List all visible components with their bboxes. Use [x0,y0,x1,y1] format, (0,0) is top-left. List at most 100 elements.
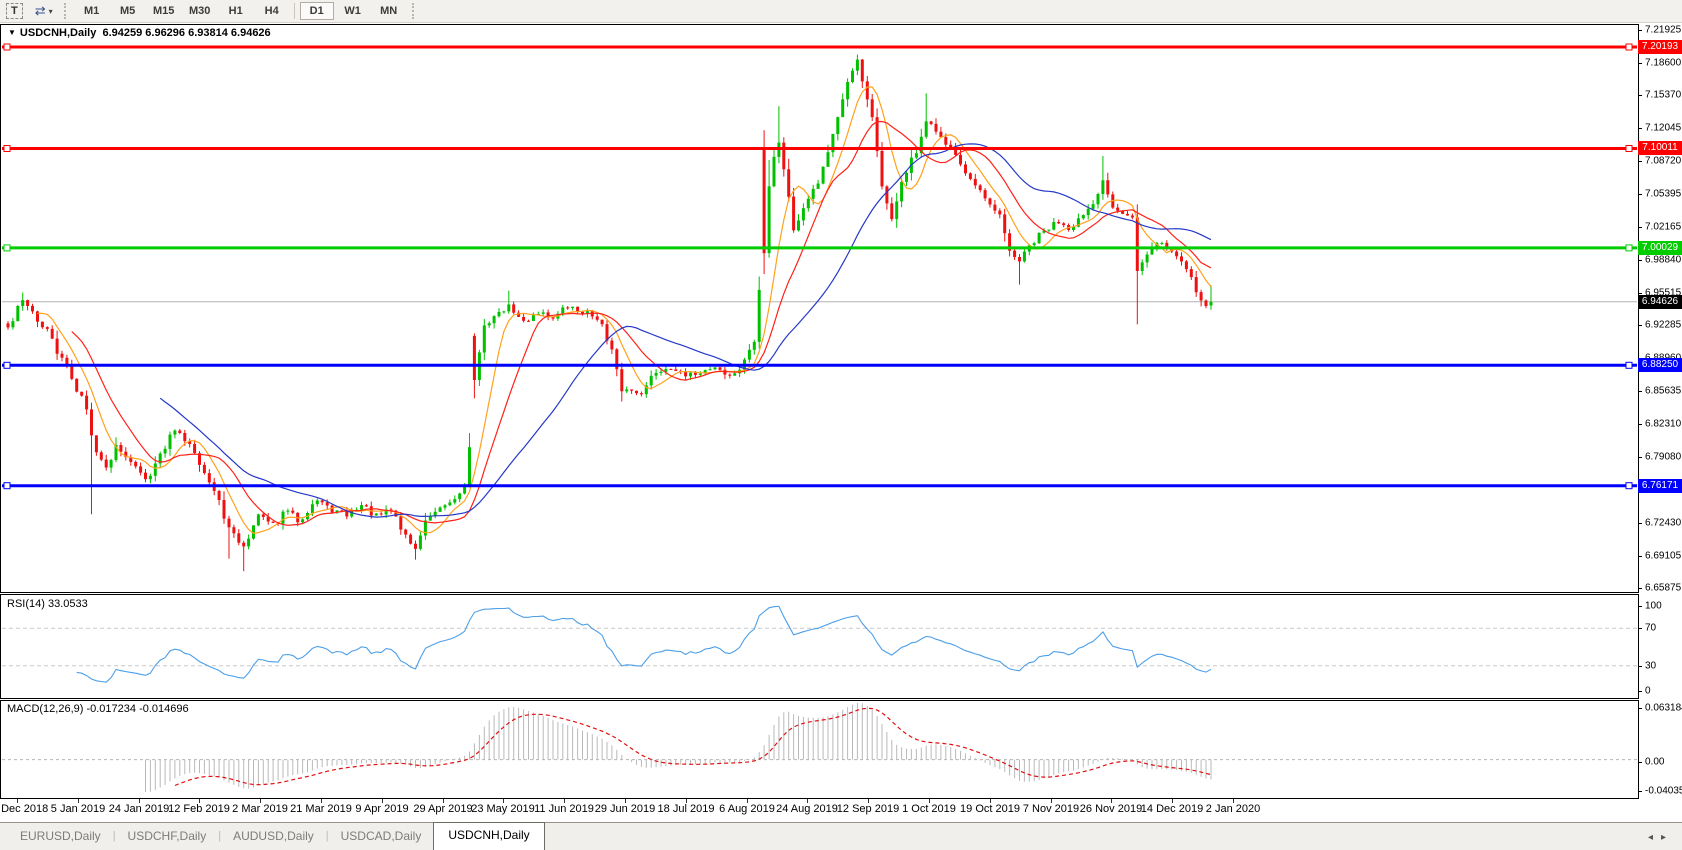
macd-tick-label: 0.063184 [1645,702,1682,714]
price-panel [0,24,1639,593]
price-tick-label-tick [1638,128,1642,129]
date-tick [139,799,140,803]
price-tick-label-tick [1638,161,1642,162]
tab-usdcnh[interactable]: USDCNH,Daily [433,822,545,850]
macd-label: MACD(12,26,9) -0.017234 -0.014696 [7,703,189,715]
price-tick-label: 6.98840 [1645,254,1682,266]
rsi-tick-label-tick [1638,606,1642,607]
hline-handle[interactable] [3,482,11,490]
hline-handle[interactable] [1625,244,1633,252]
hline-handle[interactable] [3,244,11,252]
rsi-plot[interactable] [0,594,1639,699]
chart-title: ▼ USDCNH,Daily 6.94259 6.96296 6.93814 6.… [8,27,271,39]
tab-usdchf[interactable]: USDCHF,Daily [127,829,207,843]
toolbar-grip [63,3,69,19]
timeframe-button-h4[interactable]: H4 [264,5,279,17]
tab-audusd[interactable]: AUDUSD,Daily [233,829,314,843]
date-tick [503,799,504,803]
date-label: 5 Jan 2019 [50,803,106,815]
price-tick-label: 6.92285 [1645,319,1682,331]
date-label: 26 Nov 2019 [1079,803,1143,815]
toolbar-grip [411,3,417,19]
date-label: 12 Feb 2019 [168,803,230,815]
macd-tick-label-tick [1638,791,1642,792]
rsi-tick-label: 0 [1645,685,1651,697]
price-tick-label-tick [1638,391,1642,392]
macd-tick-label-tick [1638,708,1642,709]
date-label: 21 Mar 2019 [290,803,352,815]
hline-handle[interactable] [3,361,11,369]
chevron-down-icon: ▾ [48,6,53,16]
text-tool-icon: T [6,3,23,19]
level-price-box: 7.00029 [1638,241,1682,255]
tab-scroll-right-icon[interactable]: ▸ [1660,832,1674,843]
chart-expand-icon[interactable]: ▼ [8,28,16,37]
price-plot[interactable] [0,24,1639,593]
tab-scroll-left-icon[interactable]: ◂ [1647,832,1661,843]
date-tick [260,799,261,803]
date-label: 18 Dec 2018 [0,803,49,815]
tab-separator: | [112,830,116,842]
price-tick-label-tick [1638,523,1642,524]
tab-usdcad[interactable]: USDCAD,Daily [340,829,422,843]
rsi-tick-label: 100 [1645,600,1662,612]
chart-symbol-label: USDCNH,Daily [19,27,97,39]
price-tick-label-tick [1638,30,1642,31]
toolbar: T ⇄ ▾ M1 M5 M15 M30 H1 H4 D1 W1 MN [0,0,1682,23]
price-tick-label: 7.12045 [1645,122,1682,134]
hline-handle[interactable] [1625,482,1633,490]
price-tick-label: 6.69105 [1645,550,1682,562]
date-label: 11 Jun 2019 [534,803,594,815]
price-tick-label: 7.15370 [1645,89,1682,101]
text-tool-button[interactable]: T [2,2,27,21]
hline-handle[interactable] [1625,145,1633,152]
rsi-tick-label-tick [1638,628,1642,629]
price-tick-label-tick [1638,260,1642,261]
date-label: 2 Mar 2019 [232,803,288,815]
hline-handle[interactable] [3,43,11,51]
chart-cycle-button[interactable]: ⇄ ▾ [31,2,57,21]
price-tick-label: 6.82310 [1645,418,1682,430]
timeframe-button-m30[interactable]: M30 [188,5,211,17]
price-tick-label: 6.95515 [1645,287,1682,299]
timeframe-button-m5[interactable]: M5 [120,5,136,17]
price-tick-label-tick [1638,325,1642,326]
price-tick-label: 6.85635 [1645,385,1682,397]
tab-separator: | [325,830,329,842]
date-tick [868,799,869,803]
date-tick [625,799,626,803]
timeframe-button-m1[interactable]: M1 [84,5,100,17]
date-label: 6 Aug 2019 [719,803,775,815]
timeframe-button-w1[interactable]: W1 [344,5,361,17]
macd-plot[interactable] [0,700,1639,799]
hline-handle[interactable] [3,145,11,152]
tab-eurusd[interactable]: EURUSD,Daily [20,829,101,843]
price-tick-label: 6.79080 [1645,451,1682,463]
timeframe-button-h1[interactable]: H1 [228,5,243,17]
hline-handle[interactable] [1625,361,1633,369]
date-tick [1051,799,1052,803]
price-tick-label: 6.65875 [1645,582,1682,594]
timeframe-button-d1[interactable]: D1 [299,2,334,20]
date-tick [747,799,748,803]
rsi-tick-label-tick [1638,666,1642,667]
timeframe-button-m15[interactable]: M15 [152,5,175,17]
timeframe-button-mn[interactable]: MN [380,5,398,17]
date-tick [1172,799,1173,803]
date-tick [990,799,991,803]
rsi-tick-label: 30 [1645,660,1657,672]
date-tick [929,799,930,803]
date-label: 18 Jul 2019 [657,803,715,815]
macd-panel [0,700,1639,799]
date-tick [443,799,444,803]
price-tick-label: 7.18600 [1645,57,1682,69]
price-tick-label-tick [1638,63,1642,64]
date-tick [1233,799,1234,803]
price-tick-label: 6.72430 [1645,517,1682,529]
date-label: 1 Oct 2019 [902,803,956,815]
hline-handle[interactable] [1625,43,1633,51]
rsi-label: RSI(14) 33.0533 [7,598,88,610]
date-tick [199,799,200,803]
date-tick [686,799,687,803]
